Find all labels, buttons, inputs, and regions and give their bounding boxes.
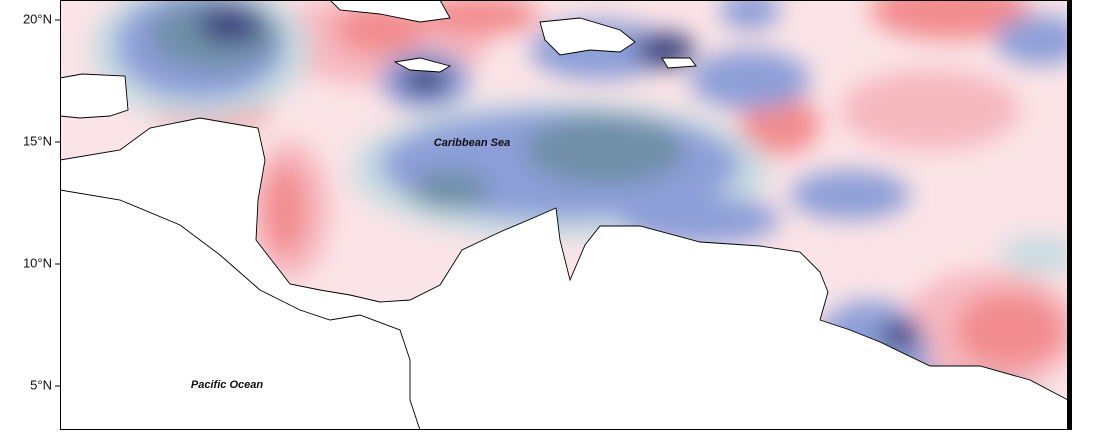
jamaica: [393, 57, 452, 73]
place-label: Caribbean Sea: [434, 137, 510, 149]
puerto-rico: [661, 57, 697, 69]
mainland: [60, 117, 1068, 430]
lat-label: 10°N: [23, 255, 52, 270]
yucatan: [60, 73, 129, 119]
pacific-coast: [60, 189, 421, 430]
place-label: Pacific Ocean: [191, 379, 263, 391]
cuba: [329, 0, 451, 23]
lat-label: 20°N: [23, 11, 52, 26]
lat-label: 5°N: [30, 377, 52, 392]
anomaly-field: [60, 0, 1068, 430]
hispaniola: [539, 17, 636, 56]
lat-label: 15°N: [23, 133, 52, 148]
right-border: [1068, 0, 1072, 430]
